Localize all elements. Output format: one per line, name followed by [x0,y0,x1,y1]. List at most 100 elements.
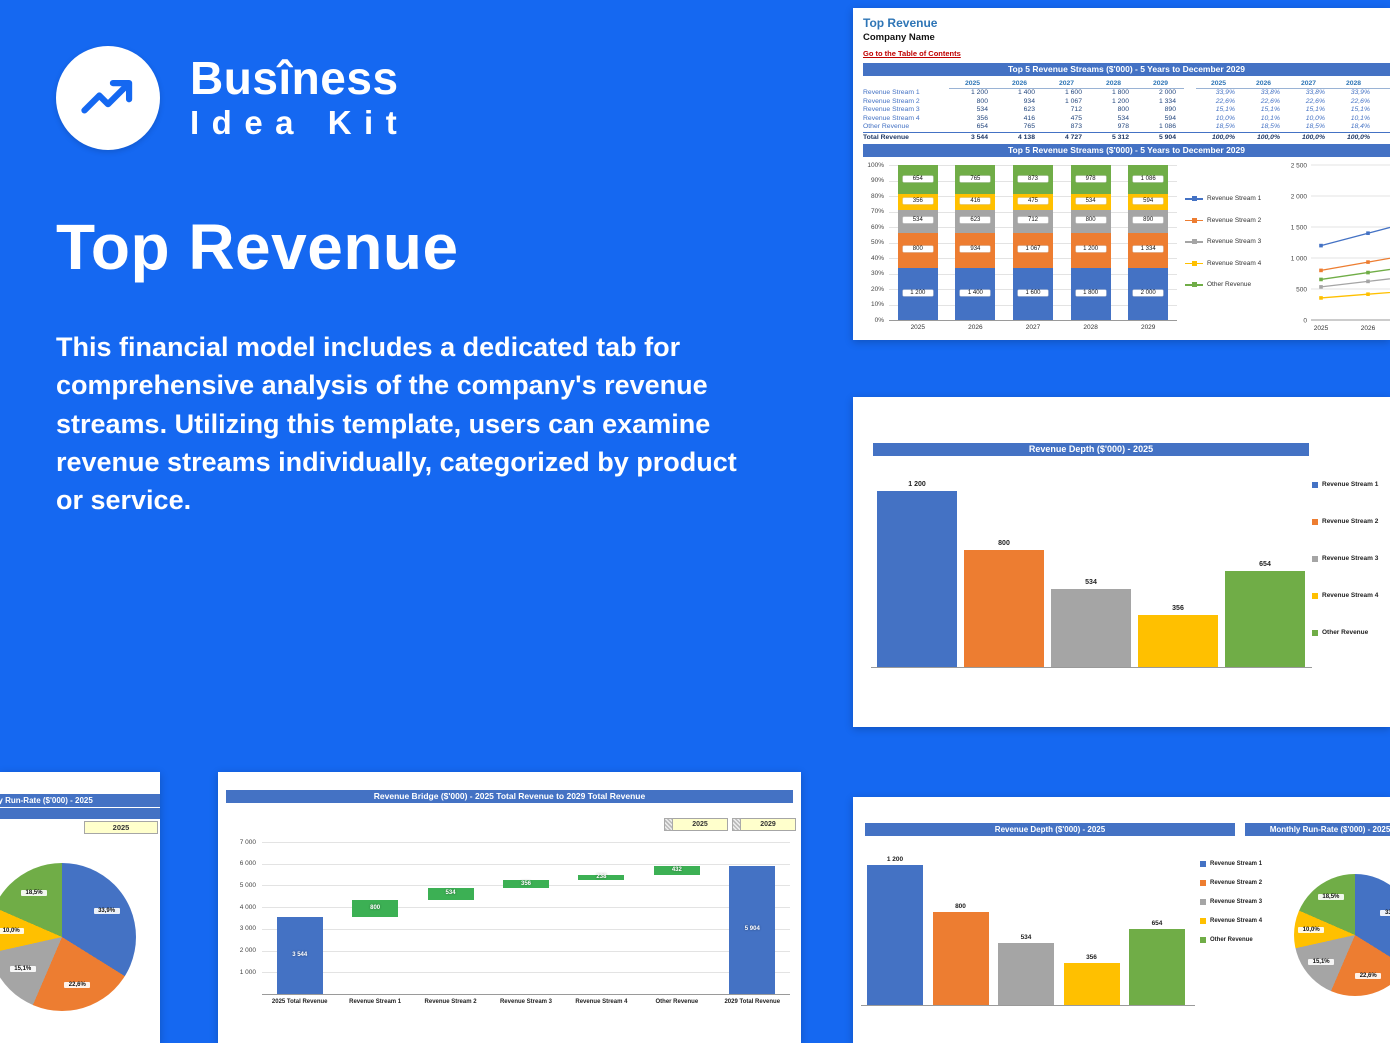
bar-value-label: 800 [955,902,966,910]
series-line [1320,269,1390,281]
bar-value-label: 765 [960,175,991,182]
gridline [262,842,790,843]
bar-value-label: 534 [902,217,933,224]
series-line [1320,258,1390,272]
stacked-chart-header: Top 5 Revenue Streams ($'000) - 5 Years … [863,144,1390,158]
y-tick-label: 50% [870,239,884,247]
pie-percent-label: 15,1% [1308,959,1335,966]
share-cell: 18,4% [1350,123,1370,131]
gridline [262,950,790,952]
page-title: Top Revenue [56,211,459,283]
share-cell: 22,6% [1376,98,1390,107]
year-from-cell[interactable]: 2025 [673,818,728,831]
legend-label: Revenue Stream 1 [1207,195,1262,203]
x-axis-line [861,1005,1195,1006]
legend-marker-icon [1185,195,1203,202]
value-cell: 356 [976,114,988,122]
share-cell: 18,4% [1376,123,1390,132]
series-marker [1319,244,1323,248]
gridline [262,863,790,865]
waterfall-bar [503,880,549,889]
share-cell: 33,9% [1376,89,1390,98]
revenue-table: 2025202620272028202920252026202720282029… [863,79,1390,141]
value-cell: 1 086 [1158,123,1176,131]
legend-marker-icon [1185,281,1203,288]
year-header-cell: 2029 [1376,79,1390,89]
y-tick-label: 0% [874,316,884,324]
y-tick-label: 5 000 [239,881,256,889]
bridge-year-to-selector[interactable]: 2029 [732,818,796,831]
pie-percent-label: 33,9% [1380,909,1390,916]
pie-percent-label: 18,5% [1317,894,1344,901]
total-label-cell: Total Revenue [863,131,949,142]
legend-item: Other Revenue [1200,937,1262,943]
bridge-year-from-selector[interactable]: 2025 [664,818,728,831]
table-gap-cell [1184,106,1196,115]
y-tick-label: 2 500 [1291,163,1308,170]
bar-value-label: 654 [902,175,933,182]
bar-value-label: 534 [445,890,456,897]
legend-item: Other Revenue [1312,629,1378,636]
company-name: Company Name [863,32,935,43]
share-cell: 18,5% [1215,123,1235,131]
bridge-waterfall-chart: 7 000 6 000 5 000 4 000 3 000 2 000 1 000 3 544… [224,836,798,1036]
depth-runrate-panel: Revenue Depth ($'000) - 2025 Monthly Run… [853,797,1390,1043]
legend-item: Revenue Stream 4 [1200,918,1262,924]
y-tick-label: 60% [870,223,884,231]
value-cell: 800 [976,97,988,105]
series-marker [1366,260,1370,265]
bar-value-label: 1 200 [886,856,904,863]
value-cell: 934 [1023,97,1035,105]
x-axis-label: 2025 [1314,325,1329,332]
legend-item: Revenue Stream 4 [1185,260,1281,267]
y-tick-label: 1 500 [1291,225,1308,232]
share-cell: 33,8% [1305,89,1325,96]
row-label-cell: Revenue Stream 2 [863,97,920,105]
value-cell: 623 [1023,106,1035,114]
waterfall-bar [352,899,399,918]
bar-value-label: 416 [960,197,991,204]
pie-percent-label: 22,6% [64,981,91,988]
bar-value-label: 475 [1018,197,1048,204]
total-share-cell: 100,0% [1331,131,1376,142]
value-cell: 534 [1117,114,1129,122]
total-share-cell: 100,0% [1241,131,1286,142]
bar-value-label: 1 600 [1018,290,1048,297]
series-marker [1366,292,1370,297]
y-tick-label: 90% [870,177,884,185]
value-cell: 890 [1164,106,1176,114]
brand-text: Busîness Idea Kit [190,54,409,142]
pie-chart [0,863,136,1011]
year-to-cell[interactable]: 2029 [741,818,796,831]
brand-name-line2: Idea Kit [190,103,410,141]
workbook-overview-panel: Top Revenue Company Name Go to the Table… [853,8,1390,340]
legend-item: Revenue Stream 2 [1312,518,1378,525]
x-axis-label: 2026 [1361,325,1376,332]
table-gap-cell [1184,115,1196,124]
bar-value-label: 1 800 [1075,290,1106,296]
bar-value-label: 534 [1020,933,1032,941]
total-value-cell: 3 544 [949,131,996,142]
bar-value-label: 534 [1075,197,1106,204]
brand-logo [56,46,160,150]
toc-link[interactable]: Go to the Table of Contents [863,49,961,58]
value-cell: 1 200 [970,89,988,96]
spinner-icon [664,818,673,831]
depth-chart-legend-small: Revenue Stream 1 Revenue Stream 2 Revenue … [1200,861,1262,943]
legend-square [1312,592,1318,599]
share-cell: 22,6% [1215,97,1235,105]
bar-value-label: 1 067 [1018,246,1048,253]
x-axis-line [262,994,790,995]
share-cell: 15,1% [1376,106,1390,115]
total-value-cell: 5 904 [1137,131,1184,142]
value-cell: 978 [1117,123,1129,131]
year-selector[interactable]: 2025 [84,821,158,834]
value-cell: 712 [1070,106,1082,114]
legend-label: Other Revenue [1207,281,1252,289]
legend-square [1191,217,1197,223]
bar-value-label: 800 [998,539,1010,547]
legend-square [1312,629,1318,636]
runrate-pie-chart: 33,9% 22,6% 15,1% 10,0% 18,5% [0,772,160,1043]
bar [932,911,989,1005]
